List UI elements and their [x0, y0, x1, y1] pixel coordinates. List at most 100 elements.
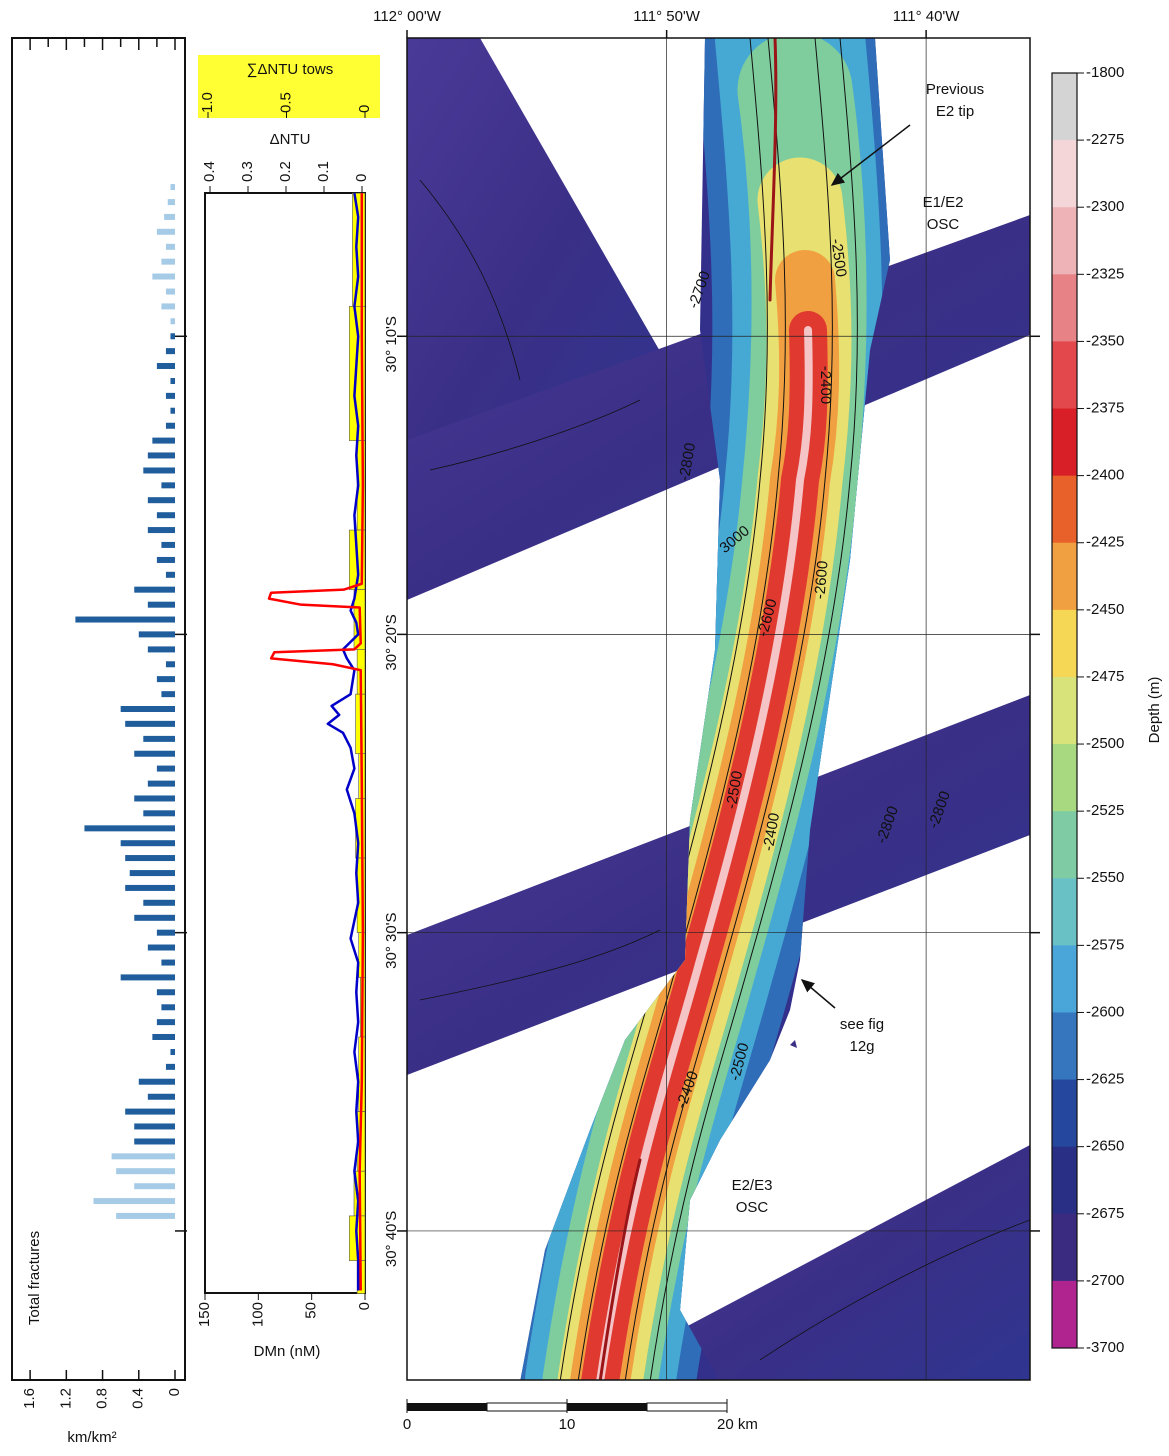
colorbar-tick-label: -2500: [1086, 735, 1124, 752]
bar: [161, 259, 175, 265]
bar: [139, 631, 175, 637]
sum-tick-label: 0.5: [277, 92, 294, 113]
ntu-axis-label: ΔNTU: [270, 131, 311, 148]
colorbar-tick-label: -2450: [1086, 601, 1124, 618]
bar: [75, 617, 175, 623]
bar: [157, 512, 175, 518]
bar: [121, 706, 175, 712]
colorbar-tick-label: -2325: [1086, 265, 1124, 282]
colorbar-tick-label: -2550: [1086, 869, 1124, 886]
bar: [134, 1138, 175, 1144]
annotation: see fig: [840, 1016, 884, 1033]
bar: [143, 736, 175, 742]
bar: [152, 274, 175, 280]
colorbar-segment: [1052, 1281, 1077, 1349]
figure: -2700-28003000-2600-2600-2500-2400-2500-…: [0, 0, 1169, 1451]
contour-label: -2600: [811, 560, 831, 600]
y-tick-label: 30° 30'S: [383, 912, 400, 968]
scale-bar-segment: [487, 1403, 567, 1411]
scale-bar-label: 20 km: [717, 1416, 758, 1433]
y-tick-label: 30° 10'S: [383, 316, 400, 372]
sum-tick-label: 1.0: [199, 92, 216, 113]
bar: [170, 378, 175, 384]
bar: [170, 408, 175, 414]
bar: [170, 318, 175, 324]
bar: [170, 1049, 175, 1055]
bar: [152, 1034, 175, 1040]
colorbar-tick-label: -2675: [1086, 1205, 1124, 1222]
colorbar-segment: [1052, 476, 1077, 544]
annotation: 12g: [849, 1038, 874, 1055]
bar: [148, 945, 175, 951]
bar: [157, 229, 175, 235]
bar: [134, 915, 175, 921]
dmn-tick-label: 100: [249, 1302, 266, 1327]
colorbar-segment: [1052, 878, 1077, 946]
bar: [157, 1019, 175, 1025]
bar: [148, 497, 175, 503]
bar: [121, 840, 175, 846]
colorbar-tick-label: -3700: [1086, 1339, 1124, 1356]
bar: [161, 303, 175, 309]
bar: [143, 810, 175, 816]
scale-bar-label: 10: [559, 1416, 576, 1433]
bar: [157, 989, 175, 995]
sum-tick-label: 0: [356, 105, 373, 113]
colorbar-segment: [1052, 945, 1077, 1013]
bar: [134, 587, 175, 593]
colorbar-tick-label: -2525: [1086, 802, 1124, 819]
colorbar-segment: [1052, 1080, 1077, 1148]
plume-panel-frame: [205, 193, 365, 1293]
colorbar: -1800-2275-2300-2325-2350-2375-2400-2425…: [1052, 64, 1163, 1356]
bar: [168, 199, 175, 205]
ntu-tick-label: 0.2: [277, 161, 294, 182]
annotation: E2/E3: [732, 1177, 773, 1194]
colorbar-segment: [1052, 341, 1077, 409]
colorbar-tick-label: -2700: [1086, 1272, 1124, 1289]
colorbar-segment: [1052, 744, 1077, 812]
bar: [166, 348, 175, 354]
colorbar-tick-label: -2375: [1086, 399, 1124, 416]
y-tick-label: 30° 40'S: [383, 1211, 400, 1267]
colorbar-segment: [1052, 1147, 1077, 1215]
annotation: E2 tip: [936, 103, 974, 120]
bar: [125, 885, 175, 891]
colorbar-segment: [1052, 543, 1077, 611]
x-tick-label: 112° 00'W: [373, 8, 442, 25]
ntu-tick-label: 0.3: [239, 161, 256, 182]
bar: [157, 557, 175, 563]
bar: [116, 1168, 175, 1174]
bar: [166, 393, 175, 399]
bar: [148, 452, 175, 458]
colorbar-segment: [1052, 274, 1077, 342]
bar: [94, 1198, 176, 1204]
annotation-arrow: [802, 980, 835, 1008]
bar: [161, 482, 175, 488]
colorbar-tick-label: -2275: [1086, 131, 1124, 148]
bar: [112, 1153, 175, 1159]
bar: [148, 527, 175, 533]
bar: [134, 1183, 175, 1189]
bar: [84, 825, 175, 831]
sum-ntu-bar: [352, 193, 365, 306]
colorbar-tick-label: -2400: [1086, 467, 1124, 484]
annotation: OSC: [736, 1199, 769, 1216]
bar: [157, 930, 175, 936]
bar: [170, 184, 175, 190]
colorbar-tick-label: -2350: [1086, 332, 1124, 349]
colorbar-tick-label: -2575: [1086, 936, 1124, 953]
bar: [157, 363, 175, 369]
dmn-tick-label: 0: [356, 1302, 373, 1310]
contour-label: -2400: [817, 366, 834, 404]
bar: [134, 751, 175, 757]
bar: [152, 438, 175, 444]
bar: [148, 602, 175, 608]
colorbar-segment: [1052, 73, 1077, 141]
colorbar-segment: [1052, 1214, 1077, 1282]
bar: [166, 289, 175, 295]
x-axis-label: km/km²: [67, 1429, 116, 1446]
bar: [148, 646, 175, 652]
bar: [125, 721, 175, 727]
bar: [125, 855, 175, 861]
bar: [166, 244, 175, 250]
